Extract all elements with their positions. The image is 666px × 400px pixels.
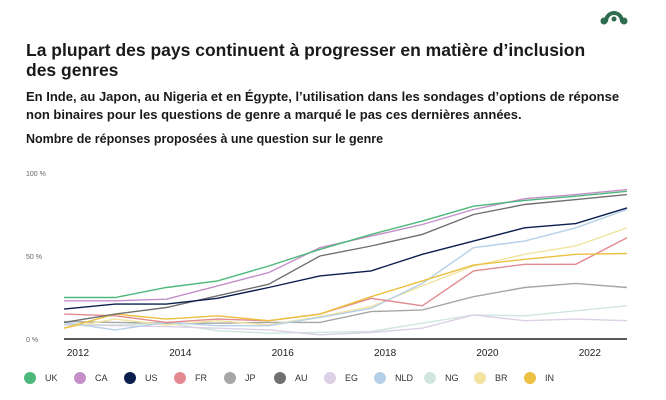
series-line-uk <box>64 190 628 299</box>
y-tick-label: 100 % <box>26 171 46 178</box>
series-line-ca <box>64 188 628 302</box>
legend-label: JP <box>245 373 256 383</box>
legend-dot-icon <box>374 372 386 384</box>
series-line-fr <box>63 237 628 324</box>
legend-label: EG <box>345 373 359 383</box>
legend-item-au: AU <box>274 372 324 384</box>
x-tick-label: 2022 <box>579 348 602 359</box>
legend-dot-icon <box>274 372 286 384</box>
legend-label: CA <box>95 373 108 383</box>
legend-label: NLD <box>395 373 414 383</box>
legend-item-us: US <box>124 372 174 384</box>
legend-item-ng: NG <box>424 372 474 384</box>
y-tick-label: 0 % <box>26 337 38 344</box>
legend-item-ca: CA <box>74 372 124 384</box>
legend: UK CA US FR JP AU EG NLD NG BR IN <box>24 372 574 384</box>
legend-dot-icon <box>524 372 536 384</box>
legend-label: BR <box>495 373 508 383</box>
legend-item-nld: NLD <box>374 372 424 384</box>
line-chart: 100 % 50 % 0 % 2012 2014 2016 2018 2020 2022 <box>26 171 628 359</box>
x-tick-label: 2014 <box>169 348 192 359</box>
legend-label: US <box>145 373 158 383</box>
y-tick-label: 50 % <box>26 254 42 261</box>
legend-dot-icon <box>124 372 136 384</box>
x-tick-label: 2012 <box>67 348 90 359</box>
legend-dot-icon <box>424 372 436 384</box>
series-line-nld <box>63 208 628 331</box>
legend-label: UK <box>45 373 58 383</box>
series-line-au <box>63 193 628 324</box>
legend-label: NG <box>445 373 459 383</box>
legend-item-eg: EG <box>324 372 374 384</box>
chart-title: La plupart des pays continuent à progres… <box>26 40 586 80</box>
legend-dot-icon <box>324 372 336 384</box>
legend-label: IN <box>545 373 554 383</box>
legend-label: FR <box>195 373 207 383</box>
legend-item-br: BR <box>474 372 524 384</box>
legend-dot-icon <box>474 372 486 384</box>
series-line-eg <box>63 314 628 336</box>
legend-dot-icon <box>74 372 86 384</box>
legend-dot-icon <box>174 372 186 384</box>
series-line-in <box>63 252 628 329</box>
x-tick-label: 2016 <box>272 348 295 359</box>
surveymonkey-logo-icon <box>600 8 628 33</box>
series-line-us <box>63 207 628 310</box>
legend-item-jp: JP <box>224 372 274 384</box>
x-tick-label: 2020 <box>476 348 499 359</box>
legend-label: AU <box>295 373 308 383</box>
legend-dot-icon <box>24 372 36 384</box>
legend-item-in: IN <box>524 372 574 384</box>
legend-dot-icon <box>224 372 236 384</box>
chart-heading: Nombre de réponses proposées à une quest… <box>26 132 384 146</box>
legend-item-fr: FR <box>174 372 224 384</box>
x-tick-label: 2018 <box>374 348 397 359</box>
chart-subtitle: En Inde, au Japon, au Nigeria et en Égyp… <box>26 89 620 122</box>
legend-item-uk: UK <box>24 372 74 384</box>
